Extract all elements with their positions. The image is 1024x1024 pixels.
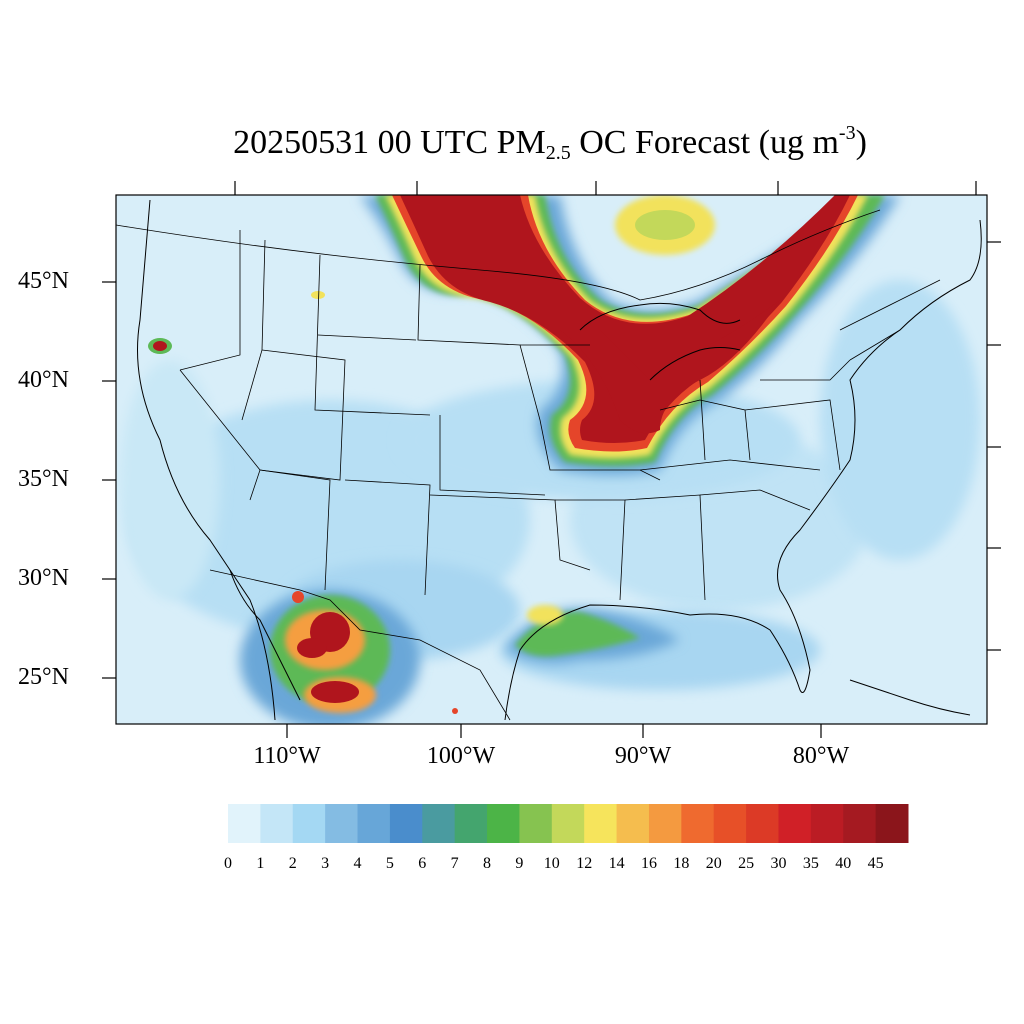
colorbar-tick-label: 12 (576, 855, 593, 872)
colorbar-swatch (389, 804, 423, 843)
colorbar-tick-label: 10 (543, 855, 560, 872)
colorbar-swatch (875, 804, 909, 843)
colorbar-tick-label: 16 (640, 855, 657, 872)
colorbar-tick-label: 3 (321, 855, 330, 872)
colorbar-swatch (260, 804, 294, 843)
colorbar-swatch (778, 804, 812, 843)
lon-label-80w: 80°W (792, 743, 850, 769)
colorbar-swatch (681, 804, 715, 843)
colorbar-tick-label: 40 (835, 855, 852, 872)
colorbar-tick-label: 45 (867, 855, 884, 872)
colorbar-swatch (228, 804, 261, 843)
colorbar-swatch (551, 804, 585, 843)
colorbar-swatch (519, 804, 553, 843)
axis-ticks (102, 181, 1001, 738)
coastlines (137, 199, 982, 721)
lat-label-30n: 30°N (18, 565, 69, 591)
colorbar-tick-label: 35 (802, 855, 819, 872)
colorbar-swatch (584, 804, 618, 843)
lat-label-35n: 35°N (18, 466, 69, 492)
colorbar-tick-label: 4 (353, 855, 362, 872)
colorbar-tick-label: 2 (288, 855, 297, 872)
lon-label-100w: 100°W (426, 743, 496, 769)
colorbar-swatch (746, 804, 779, 843)
colorbar-tick-label: 9 (515, 855, 524, 872)
figure-title: 20250531 00 UTC PM2.5 OC Forecast (ug m-… (233, 122, 867, 164)
lon-label-90w: 90°W (614, 743, 672, 769)
colorbar-swatch (616, 804, 650, 843)
lat-label-25n: 25°N (18, 664, 69, 690)
colorbar-tick-label: 6 (418, 855, 427, 872)
colorbar-swatch (648, 804, 682, 843)
colorbar-tick-label: 30 (770, 855, 787, 872)
colorbar-swatch (713, 804, 747, 843)
colorbar-tick-label: 14 (608, 855, 625, 872)
colorbar-tick-label: 5 (385, 855, 394, 872)
colorbar-swatch (454, 804, 488, 843)
colorbar-swatch (810, 804, 844, 843)
colorbar-tick-label: 1 (256, 855, 265, 872)
colorbar-tick-label: 8 (483, 855, 492, 872)
colorbar-swatch (292, 804, 326, 843)
colorbar-swatch (422, 804, 456, 843)
map-frame (115, 194, 988, 725)
colorbar-swatch (325, 804, 359, 843)
colorbar-swatch (843, 804, 877, 843)
lat-label-45n: 45°N (18, 268, 69, 294)
colorbar-tick-label: 0 (224, 855, 232, 872)
state-boundaries (116, 209, 941, 721)
colorbar-swatch (487, 804, 520, 843)
colorbar-tick-label: 20 (705, 855, 722, 872)
colorbar-swatch (357, 804, 391, 843)
lon-label-110w: 110°W (253, 743, 321, 769)
lat-label-40n: 40°N (18, 367, 69, 393)
colorbar-tick-label: 7 (450, 855, 459, 872)
colorbar (228, 804, 909, 843)
concentration-field (120, 195, 980, 724)
colorbar-tick-label: 25 (738, 855, 755, 872)
colorbar-tick-label: 18 (673, 855, 690, 872)
